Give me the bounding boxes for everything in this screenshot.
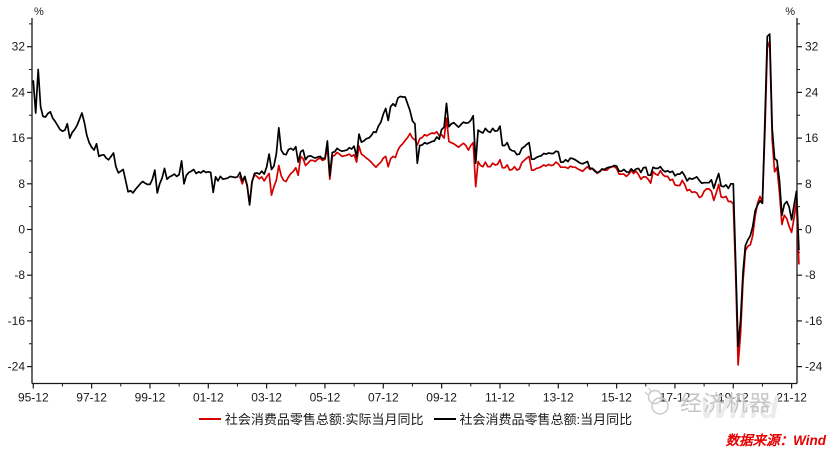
series-line-real-yoy <box>239 40 800 366</box>
brand-watermark: 经济机器 <box>644 386 772 418</box>
y-tick-label-left: 8 <box>18 177 25 191</box>
y-tick-label-right: -8 <box>805 268 816 282</box>
y-tick-label-right: -24 <box>805 360 823 374</box>
y-tick-label-right: 0 <box>805 223 812 237</box>
x-tick-label: 09-12 <box>426 391 457 405</box>
x-tick-label: 15-12 <box>601 391 632 405</box>
legend-item-nominal: 社会消费品零售总额:当月同比 <box>433 409 633 428</box>
y-tick-label-left: -24 <box>8 360 26 374</box>
series-line-nominal-yoy <box>32 33 800 348</box>
x-tick-label: 01-12 <box>193 391 224 405</box>
x-tick-label: 13-12 <box>543 391 574 405</box>
y-tick-label-right: 8 <box>805 177 812 191</box>
x-tick-label: 05-12 <box>310 391 341 405</box>
legend-swatch-real <box>198 417 221 420</box>
x-tick-label: 21-12 <box>776 391 807 405</box>
brand-watermark-text: 经济机器 <box>680 391 773 416</box>
y-tick-label-right: 16 <box>805 131 819 145</box>
x-tick-label: 97-12 <box>76 391 107 405</box>
x-tick-label: 17-12 <box>660 391 691 405</box>
y-tick-label-right: 32 <box>805 40 819 54</box>
x-tick-label: 03-12 <box>251 391 282 405</box>
y-tick-label-left: 0 <box>18 223 25 237</box>
legend-item-real: 社会消费品零售总额:实际当月同比 <box>198 409 424 428</box>
y-unit-label-right: % <box>785 6 795 18</box>
y-tick-label-left: -8 <box>14 268 25 282</box>
data-source-note: 数据来源：Wind <box>725 433 826 448</box>
chart-legend: 社会消费品零售总额:实际当月同比 社会消费品零售总额:当月同比 <box>0 409 831 428</box>
y-tick-label-right: -16 <box>805 314 823 328</box>
y-tick-label-left: 16 <box>12 131 26 145</box>
y-tick-label-left: 32 <box>12 40 26 54</box>
legend-swatch-nominal <box>433 417 456 420</box>
y-tick-label-left: 24 <box>12 85 26 99</box>
legend-label-real: 社会消费品零售总额:实际当月同比 <box>224 412 424 427</box>
economy-machine-logo-icon <box>644 387 669 415</box>
y-tick-label-right: 24 <box>805 85 819 99</box>
y-unit-label-left: % <box>34 6 44 18</box>
wind-background-watermark: Wind <box>700 390 780 425</box>
legend-label-nominal: 社会消费品零售总额:当月同比 <box>459 412 633 427</box>
x-tick-label: 99-12 <box>135 391 166 405</box>
x-tick-label: 07-12 <box>368 391 399 405</box>
y-tick-label-left: -16 <box>8 314 26 328</box>
x-tick-label: 19-12 <box>718 391 749 405</box>
x-tick-label: 95-12 <box>18 391 49 405</box>
x-tick-label: 11-12 <box>485 391 515 405</box>
